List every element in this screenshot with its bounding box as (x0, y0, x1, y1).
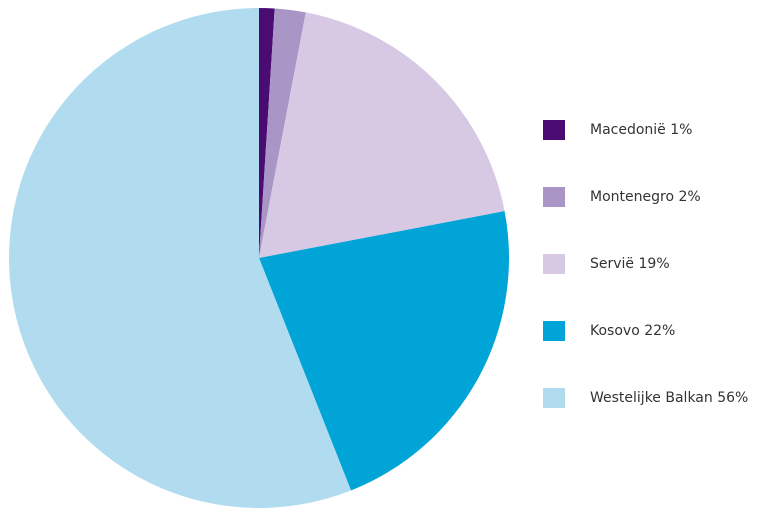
pie-slice (259, 8, 306, 259)
legend-swatch (543, 388, 565, 408)
legend-label: Westelijke Balkan 56% (590, 390, 748, 406)
legend-label: Servië 19% (590, 256, 670, 272)
legend-swatch (543, 254, 565, 274)
legend-value: 22% (644, 323, 675, 339)
legend-swatch (543, 187, 565, 207)
legend-value: 56% (717, 390, 748, 406)
legend-name: Kosovo (590, 323, 640, 339)
legend-swatch (543, 120, 565, 140)
legend-name: Montenegro (590, 189, 674, 205)
pie-slice (259, 12, 505, 258)
legend-swatch (543, 321, 565, 341)
legend-label: Kosovo 22% (590, 323, 675, 339)
legend-label: Montenegro 2% (590, 189, 701, 205)
legend-value: 2% (678, 189, 700, 205)
legend-value: 1% (670, 122, 692, 138)
legend-name: Macedonië (590, 122, 666, 138)
pie-slice (9, 8, 352, 508)
legend-name: Westelijke Balkan (590, 390, 713, 406)
legend-label: Macedonië 1% (590, 122, 692, 138)
pie-slice (259, 8, 275, 258)
legend-name: Servië (590, 256, 634, 272)
pie-slice (259, 211, 509, 491)
legend-value: 19% (639, 256, 670, 272)
